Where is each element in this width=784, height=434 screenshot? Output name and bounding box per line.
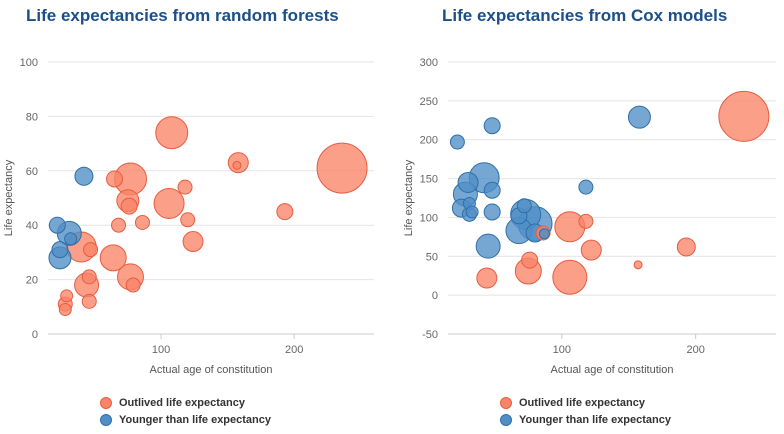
y-tick-label: 0 xyxy=(32,329,38,341)
y-tick-label: 0 xyxy=(432,290,438,302)
y-tick-label: 40 xyxy=(26,220,38,232)
bubble-younger[interactable] xyxy=(483,117,501,135)
bubble-outlived[interactable] xyxy=(276,203,294,221)
bubble-outlived[interactable] xyxy=(153,187,185,219)
legend-swatch-younger xyxy=(500,413,512,426)
bubble-outlived[interactable] xyxy=(676,237,696,257)
legend-item-younger[interactable]: Younger than life expectancy xyxy=(100,411,271,428)
chart-panel-2: -50 0 50 100 150 200 250 300 100 200 Actual age of… xyxy=(403,57,776,376)
bubble-outlived[interactable] xyxy=(180,212,196,228)
bubble-outlived[interactable] xyxy=(120,197,138,215)
legend-label-outlived: Outlived life expectancy xyxy=(119,396,245,409)
legend-label-outlived: Outlived life expectancy xyxy=(519,396,645,409)
chart-title-random-forests: Life expectancies from random forests xyxy=(26,6,339,25)
x-axis-title: Actual age of constitution xyxy=(150,364,273,376)
y-tick-label: 20 xyxy=(26,275,38,287)
bubble-outlived[interactable] xyxy=(476,267,498,289)
x-tick-label: 100 xyxy=(152,344,170,356)
bubble-outlived[interactable] xyxy=(155,116,189,150)
legend-item-younger[interactable]: Younger than life expectancy xyxy=(500,411,671,428)
y-tick-label: -50 xyxy=(422,329,438,341)
bubble-younger[interactable] xyxy=(483,181,501,199)
chart-title-cox-models: Life expectancies from Cox models xyxy=(442,6,728,25)
y-tick-label: 50 xyxy=(426,251,438,263)
bubble-outlived[interactable] xyxy=(83,242,99,258)
bubble-younger[interactable] xyxy=(457,171,479,193)
bubble-outlived[interactable] xyxy=(580,239,602,261)
y-tick-label: 250 xyxy=(420,96,438,108)
bubble-younger[interactable] xyxy=(627,105,651,129)
bubble-younger[interactable] xyxy=(475,233,501,259)
bubble-younger[interactable] xyxy=(483,203,501,221)
bubble-younger[interactable] xyxy=(516,198,532,214)
legend-cox-models: Outlived life expectancy Younger than li… xyxy=(500,394,671,428)
y-tick-label: 200 xyxy=(420,135,438,147)
bubble-outlived[interactable] xyxy=(111,217,127,233)
y-tick-label: 100 xyxy=(20,57,38,69)
x-tick-label: 200 xyxy=(686,344,704,356)
bubble-outlived[interactable] xyxy=(521,251,539,269)
bubble-outlived[interactable] xyxy=(633,260,643,270)
bubble-outlived[interactable] xyxy=(81,293,97,309)
bubble-outlived[interactable] xyxy=(106,170,124,188)
x-tick-label: 100 xyxy=(553,344,571,356)
y-axis-title: Life expectancy xyxy=(403,159,415,236)
bubble-outlived[interactable] xyxy=(578,213,594,229)
bubble-younger[interactable] xyxy=(538,228,550,240)
y-tick-label: 80 xyxy=(26,111,38,123)
bubble-outlived[interactable] xyxy=(232,160,242,170)
bubble-younger[interactable] xyxy=(74,166,94,186)
bubble-outlived[interactable] xyxy=(554,211,586,243)
bubble-younger[interactable] xyxy=(465,205,479,219)
y-axis-title: Life expectancy xyxy=(3,159,15,236)
bubble-outlived[interactable] xyxy=(718,90,770,142)
y-tick-label: 60 xyxy=(26,166,38,178)
y-tick-label: 150 xyxy=(420,174,438,186)
legend-random-forests: Outlived life expectancy Younger than li… xyxy=(100,394,271,428)
legend-label-younger: Younger than life expectancy xyxy=(119,413,272,426)
bubble-outlived[interactable] xyxy=(182,231,204,253)
bubble-younger[interactable] xyxy=(449,134,465,150)
chart-panel-1: 0 20 40 60 80 100 100 200 Actual age of constitu… xyxy=(3,57,374,376)
legend-item-outlived[interactable]: Outlived life expectancy xyxy=(500,394,671,411)
x-tick-label: 200 xyxy=(285,344,303,356)
bubble-outlived[interactable] xyxy=(552,259,588,295)
legend-swatch-outlived xyxy=(100,396,112,409)
legend-label-younger: Younger than life expectancy xyxy=(519,413,672,426)
bubble-younger[interactable] xyxy=(51,241,69,259)
bubble-outlived[interactable] xyxy=(58,303,72,317)
bubble-outlived[interactable] xyxy=(134,214,150,230)
legend-item-outlived[interactable]: Outlived life expectancy xyxy=(100,394,271,411)
legend-swatch-younger xyxy=(100,413,112,426)
legend-swatch-outlived xyxy=(500,396,512,409)
bubble-younger[interactable] xyxy=(578,179,594,195)
y-tick-label: 100 xyxy=(420,212,438,224)
bubble-outlived[interactable] xyxy=(316,142,368,194)
bubble-younger[interactable] xyxy=(64,232,78,246)
x-axis-title: Actual age of constitution xyxy=(551,364,674,376)
bubble-outlived[interactable] xyxy=(177,179,193,195)
bubble-outlived[interactable] xyxy=(81,269,97,285)
bubble-outlived[interactable] xyxy=(99,244,127,272)
bubble-outlived[interactable] xyxy=(125,277,141,293)
bubble-outlived[interactable] xyxy=(60,289,74,303)
y-tick-label: 300 xyxy=(420,57,438,69)
bubble-younger[interactable] xyxy=(48,216,66,234)
